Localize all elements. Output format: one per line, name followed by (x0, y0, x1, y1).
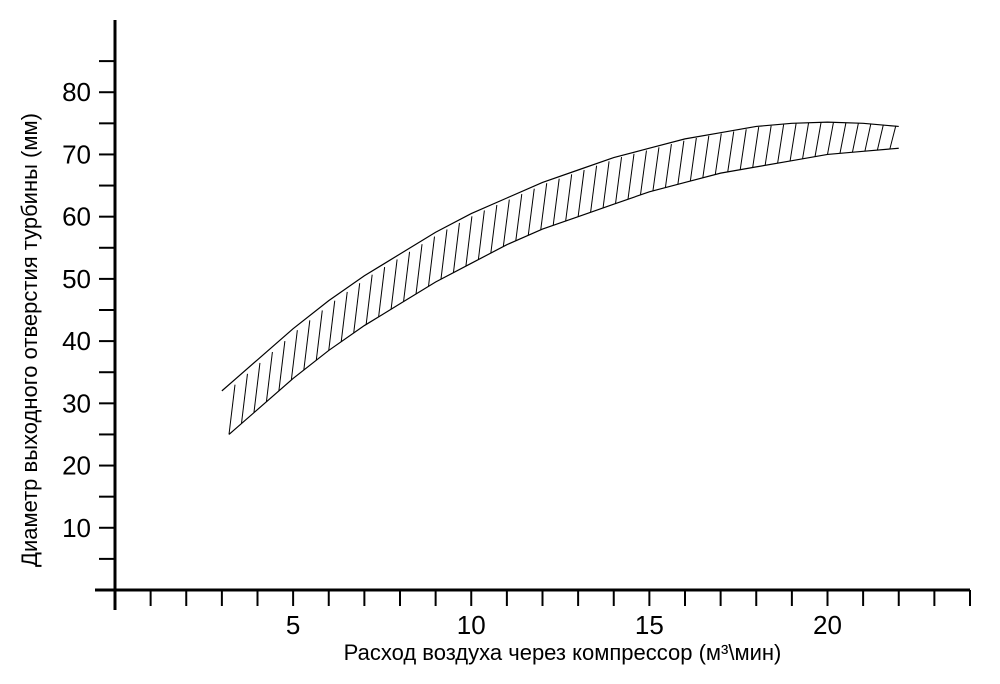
x-tick-label: 15 (635, 610, 664, 640)
y-tick-label: 20 (62, 451, 91, 481)
chart: 5 10 15 20 10 20 30 40 50 60 70 80 Расход воздуха че… (0, 0, 1000, 684)
x-tick-label: 20 (813, 610, 842, 640)
y-tick-label: 50 (62, 264, 91, 294)
y-tick-label: 60 (62, 202, 91, 232)
y-tick-label: 10 (62, 513, 91, 543)
y-tick-label: 30 (62, 388, 91, 418)
x-tick-label: 5 (286, 610, 300, 640)
x-tick-label: 10 (457, 610, 486, 640)
y-tick-label: 70 (62, 139, 91, 169)
y-tick-label: 40 (62, 326, 91, 356)
x-axis-label: Расход воздуха через компрессор (м³\мин) (344, 640, 782, 665)
y-axis-label: Диаметр выходного отверстия турбины (мм) (17, 113, 42, 567)
y-tick-label: 80 (62, 77, 91, 107)
